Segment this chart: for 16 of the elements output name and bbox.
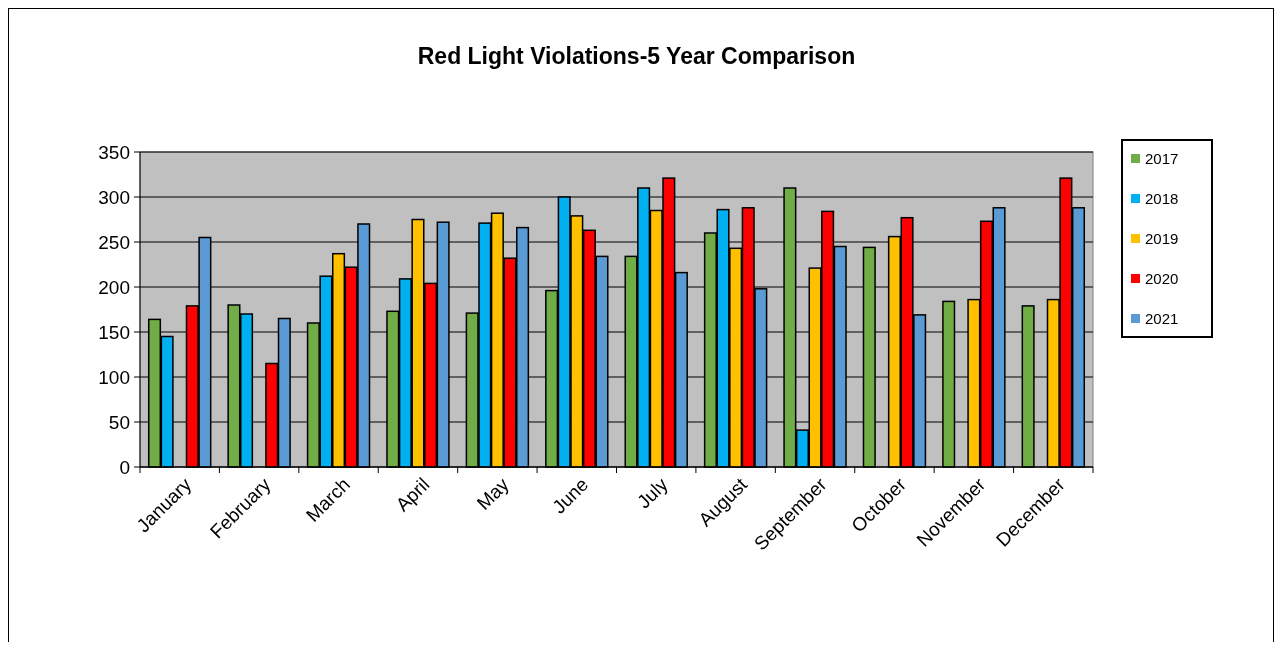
y-tick-label: 50 [108, 411, 130, 433]
x-tick-label: May [472, 473, 514, 514]
y-tick-label: 300 [98, 186, 130, 208]
y-tick-label: 250 [98, 231, 130, 253]
x-tick-label: July [632, 473, 673, 513]
chart-title: Red Light Violations-5 Year Comparison [417, 43, 856, 69]
legend-label: 2019 [1145, 230, 1179, 248]
y-tick-label: 200 [98, 276, 130, 298]
y-tick-label: 0 [119, 456, 130, 478]
y-tick-label: 100 [98, 366, 130, 388]
y-tick-label: 350 [98, 141, 130, 163]
legend-label: 2020 [1145, 270, 1179, 288]
legend-label: 2021 [1145, 310, 1179, 328]
y-tick-label: 150 [98, 321, 130, 343]
legend-label: 2018 [1145, 190, 1179, 208]
legend-label: 2017 [1145, 150, 1179, 168]
